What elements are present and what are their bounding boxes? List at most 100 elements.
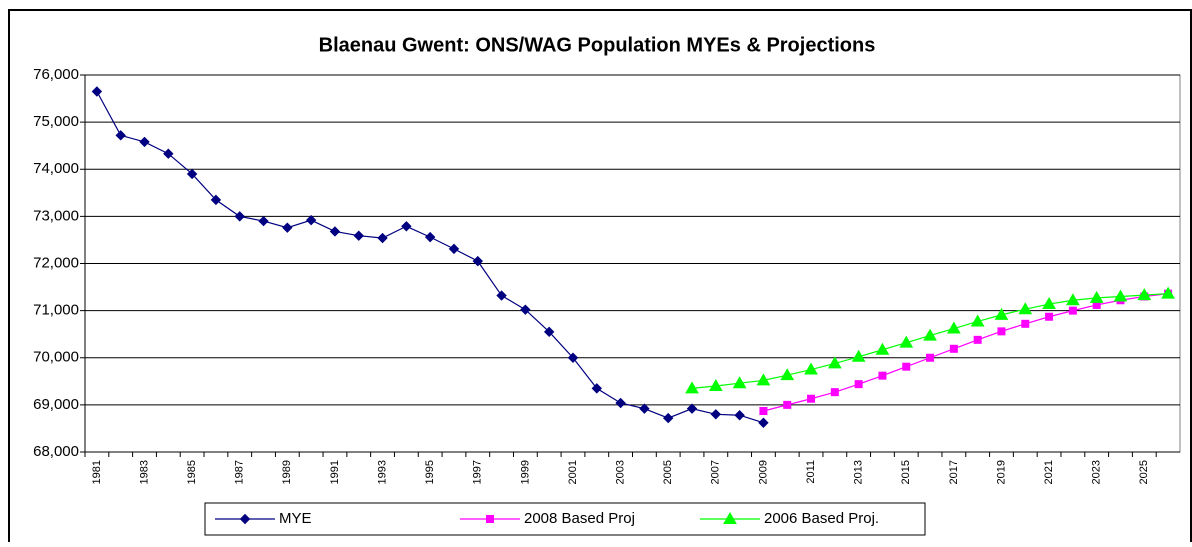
y-tick-label: 69,000 bbox=[33, 396, 79, 413]
data-point bbox=[804, 362, 818, 375]
data-point bbox=[234, 211, 245, 222]
data-point bbox=[448, 243, 460, 255]
legend bbox=[204, 502, 926, 536]
data-point bbox=[997, 327, 1006, 336]
data-point bbox=[1068, 306, 1077, 315]
data-point bbox=[543, 326, 555, 338]
data-point bbox=[710, 409, 722, 420]
x-tick-label: 2021 bbox=[1043, 460, 1055, 484]
data-point bbox=[115, 130, 126, 141]
data-point bbox=[970, 314, 985, 327]
data-point bbox=[973, 335, 982, 344]
x-tick-label: 1985 bbox=[186, 460, 198, 484]
data-point bbox=[424, 231, 436, 243]
data-point bbox=[1113, 289, 1128, 302]
y-tick-label: 72,000 bbox=[33, 254, 79, 271]
data-point bbox=[899, 335, 914, 348]
legend-label: 2006 Based Proj. bbox=[764, 510, 879, 527]
data-point bbox=[163, 148, 174, 159]
x-tick-label: 1993 bbox=[376, 460, 388, 484]
y-tick-label: 73,000 bbox=[33, 207, 79, 224]
x-tick-label: 2013 bbox=[853, 460, 865, 484]
data-point bbox=[591, 383, 603, 394]
data-point bbox=[305, 214, 317, 226]
x-tick-label: 1997 bbox=[472, 460, 484, 484]
chart-title: Blaenau Gwent: ONS/WAG Population MYEs &… bbox=[319, 34, 876, 56]
data-point bbox=[780, 368, 795, 381]
data-point bbox=[994, 307, 1009, 320]
data-point bbox=[329, 226, 341, 237]
data-point bbox=[758, 417, 769, 428]
data-point bbox=[353, 230, 364, 241]
data-point bbox=[91, 86, 103, 97]
data-point bbox=[708, 379, 723, 392]
data-point bbox=[851, 349, 866, 362]
x-tick-label: 1987 bbox=[234, 460, 246, 484]
x-tick-label: 2011 bbox=[805, 460, 817, 484]
data-point bbox=[854, 380, 863, 389]
data-point bbox=[282, 222, 293, 233]
data-point bbox=[902, 362, 911, 371]
x-tick-label: 2019 bbox=[995, 460, 1007, 484]
x-tick-label: 2005 bbox=[662, 460, 674, 484]
data-point bbox=[878, 371, 887, 380]
legend-marker bbox=[486, 515, 494, 523]
data-point bbox=[210, 194, 222, 206]
y-tick-label: 71,000 bbox=[33, 302, 79, 319]
data-point bbox=[1042, 297, 1056, 310]
data-point bbox=[686, 403, 698, 414]
x-tick-label: 2025 bbox=[1138, 460, 1150, 484]
data-point bbox=[639, 403, 650, 414]
y-tick-label: 75,000 bbox=[33, 113, 79, 130]
data-point bbox=[685, 381, 699, 394]
data-point bbox=[377, 232, 388, 244]
data-point bbox=[830, 388, 839, 397]
data-point bbox=[186, 168, 198, 180]
x-tick-label: 2017 bbox=[948, 460, 960, 484]
data-point bbox=[615, 397, 626, 409]
data-point bbox=[496, 290, 507, 301]
y-tick-label: 68,000 bbox=[33, 443, 79, 460]
data-point bbox=[472, 255, 483, 267]
data-point bbox=[827, 356, 842, 369]
data-point bbox=[1161, 286, 1175, 299]
data-point bbox=[567, 352, 579, 363]
data-point bbox=[926, 353, 935, 362]
x-tick-label: 1989 bbox=[281, 460, 293, 484]
legend-label: MYE bbox=[279, 510, 312, 527]
legend-marker bbox=[239, 513, 251, 525]
data-point bbox=[923, 328, 937, 341]
y-tick-label: 70,000 bbox=[33, 349, 79, 366]
data-point bbox=[732, 376, 747, 389]
x-tick-label: 2015 bbox=[900, 460, 912, 484]
data-point bbox=[946, 321, 961, 334]
data-point bbox=[783, 400, 792, 409]
x-tick-label: 1991 bbox=[329, 460, 341, 484]
x-tick-label: 1995 bbox=[424, 460, 436, 484]
x-tick-label: 2003 bbox=[615, 460, 627, 484]
legend-marker bbox=[723, 511, 737, 524]
data-point bbox=[258, 215, 269, 227]
data-point bbox=[875, 342, 890, 355]
data-point bbox=[734, 410, 745, 421]
legend-label: 2008 Based Proj bbox=[524, 510, 635, 527]
y-tick-label: 74,000 bbox=[33, 160, 79, 177]
data-point bbox=[1089, 290, 1104, 303]
data-point bbox=[662, 412, 674, 424]
data-point bbox=[759, 407, 768, 416]
data-point bbox=[1137, 288, 1152, 301]
x-tick-label: 2001 bbox=[567, 460, 579, 484]
x-tick-label: 2007 bbox=[710, 460, 722, 484]
data-point bbox=[1018, 302, 1033, 315]
data-point bbox=[756, 373, 771, 386]
x-tick-label: 2023 bbox=[1091, 460, 1103, 484]
x-tick-label: 1981 bbox=[91, 460, 103, 484]
data-point bbox=[520, 304, 531, 315]
data-point bbox=[1021, 319, 1030, 328]
data-point bbox=[949, 344, 958, 353]
data-point bbox=[1066, 293, 1080, 306]
data-point bbox=[1045, 312, 1054, 321]
y-tick-label: 76,000 bbox=[33, 66, 79, 83]
